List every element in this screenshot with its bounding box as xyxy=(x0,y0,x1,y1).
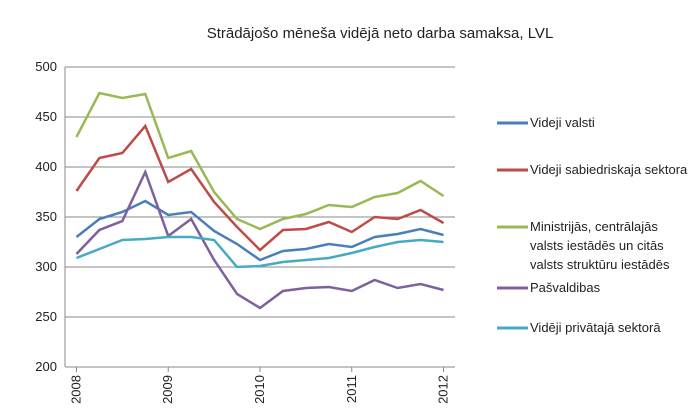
series-line xyxy=(76,235,444,269)
y-tick-label: 250 xyxy=(35,309,57,324)
x-tick-label: 2009 xyxy=(160,375,175,404)
y-tick-label: 450 xyxy=(35,109,57,124)
legend-label: Videji valsti xyxy=(530,115,595,130)
chart-title: Strādājošo mēneša vidējā neto darba sama… xyxy=(207,25,554,42)
series-line xyxy=(75,123,445,252)
x-tick-label: 2011 xyxy=(344,375,359,403)
y-tick-label: 400 xyxy=(35,159,57,174)
y-tick-label: 300 xyxy=(35,259,57,274)
legend-label: Vidēji privātajā sektorā xyxy=(530,320,661,335)
series-line xyxy=(75,199,444,262)
y-tick-label: 200 xyxy=(35,359,57,374)
legend-label: Pašvaldibas xyxy=(530,280,601,295)
series-line xyxy=(75,168,444,310)
y-tick-label: 500 xyxy=(35,59,57,74)
legend-label: Ministrijās, centrālajās valsts iestādēs… xyxy=(530,219,670,272)
legend-label: Videji sabiedriskaja sektora xyxy=(530,162,688,177)
series-line xyxy=(75,91,445,231)
x-tick-label: 2008 xyxy=(68,375,83,404)
x-tick-label: 2012 xyxy=(436,375,451,404)
y-tick-label: 350 xyxy=(35,209,57,224)
x-tick-label: 2010 xyxy=(252,375,267,404)
